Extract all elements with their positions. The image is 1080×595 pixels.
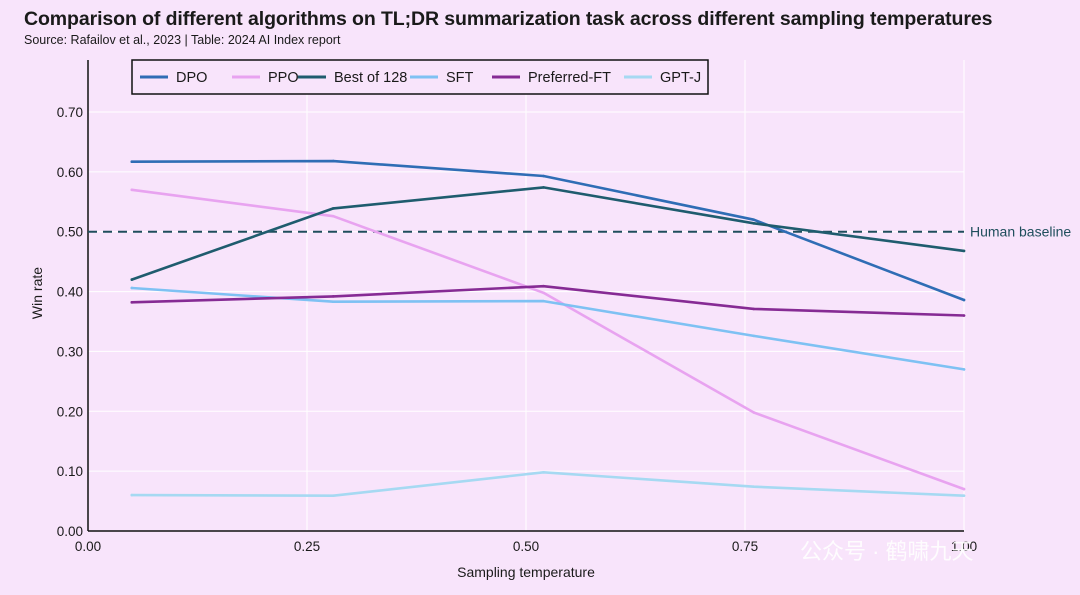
series-line-gpt-j <box>130 470 966 498</box>
data-point-sft <box>962 368 966 371</box>
data-point-gpt-j <box>331 494 335 497</box>
chart-subtitle: Source: Rafailov et al., 2023 | Table: 2… <box>24 33 341 47</box>
series-layer <box>130 159 966 498</box>
data-point-best-of-128 <box>331 207 335 210</box>
data-point-gpt-j <box>752 485 756 489</box>
legend-label: GPT-J <box>660 70 701 86</box>
x-tick-label: 1.00 <box>951 539 977 554</box>
data-point-ppo <box>331 214 335 218</box>
data-point-sft <box>331 300 335 304</box>
data-point-preferred-ft <box>331 295 335 298</box>
data-point-best-of-128 <box>752 222 756 225</box>
y-tick-label: 0.50 <box>57 225 83 240</box>
data-point-best-of-128 <box>542 186 545 189</box>
y-tick-label: 0.60 <box>57 165 83 180</box>
data-point-sft <box>542 299 545 303</box>
data-point-ppo <box>542 291 545 295</box>
data-point-dpo <box>130 160 134 163</box>
y-tick-label: 0.30 <box>57 344 83 359</box>
data-point-ppo <box>752 411 756 414</box>
y-tick-label: 0.10 <box>57 464 83 479</box>
data-point-preferred-ft <box>752 307 756 311</box>
data-point-best-of-128 <box>130 278 134 281</box>
y-tick-label: 0.70 <box>57 105 83 120</box>
axis-layer <box>87 60 964 532</box>
series-line-best-of-128 <box>130 186 966 281</box>
data-point-gpt-j <box>542 471 545 474</box>
data-point-dpo <box>962 298 966 302</box>
legend-label: Preferred-FT <box>528 70 611 86</box>
legend-label: DPO <box>176 70 207 86</box>
x-tick-label: 0.00 <box>75 539 101 554</box>
y-axis-title: Win rate <box>29 267 45 319</box>
data-point-preferred-ft <box>962 314 966 317</box>
data-point-preferred-ft <box>130 301 134 304</box>
y-tick-label: 0.00 <box>57 524 83 539</box>
data-point-preferred-ft <box>542 284 545 288</box>
series-line-dpo <box>130 159 966 302</box>
legend: DPO PPO Best of 128 SFT Preferred-FT GPT-J <box>131 59 709 95</box>
data-point-dpo <box>542 174 545 178</box>
data-point-gpt-j <box>130 493 134 497</box>
data-point-dpo <box>752 218 756 222</box>
x-axis-title: Sampling temperature <box>457 564 595 580</box>
data-point-sft <box>752 334 756 338</box>
data-point-gpt-j <box>962 494 966 497</box>
data-point-sft <box>130 286 134 290</box>
watermark-text: 公众号 · 鹤啸九天 <box>800 539 974 564</box>
data-point-dpo <box>331 159 335 163</box>
legend-label: SFT <box>446 70 474 86</box>
x-tick-label: 0.75 <box>732 539 758 554</box>
y-tick-label: 0.40 <box>57 285 83 300</box>
data-point-ppo <box>130 188 134 192</box>
legend-label: PPO <box>268 70 299 86</box>
human-baseline-label: Human baseline <box>970 224 1071 240</box>
x-tick-label: 0.25 <box>294 539 320 554</box>
grid-layer <box>88 60 965 531</box>
tick-layer: 0.00 0.10 0.20 0.30 0.40 0.50 0.60 0.70 0.00 0.25… <box>57 105 977 554</box>
data-point-ppo <box>962 487 966 491</box>
legend-label: Best of 128 <box>334 70 407 86</box>
data-point-best-of-128 <box>962 249 966 253</box>
x-tick-label: 0.50 <box>513 539 539 554</box>
series-line-sft <box>130 286 966 371</box>
chart-title: Comparison of different algorithms on TL… <box>24 8 993 30</box>
baseline-layer: Human baseline <box>88 224 1071 240</box>
y-tick-label: 0.20 <box>57 404 83 419</box>
